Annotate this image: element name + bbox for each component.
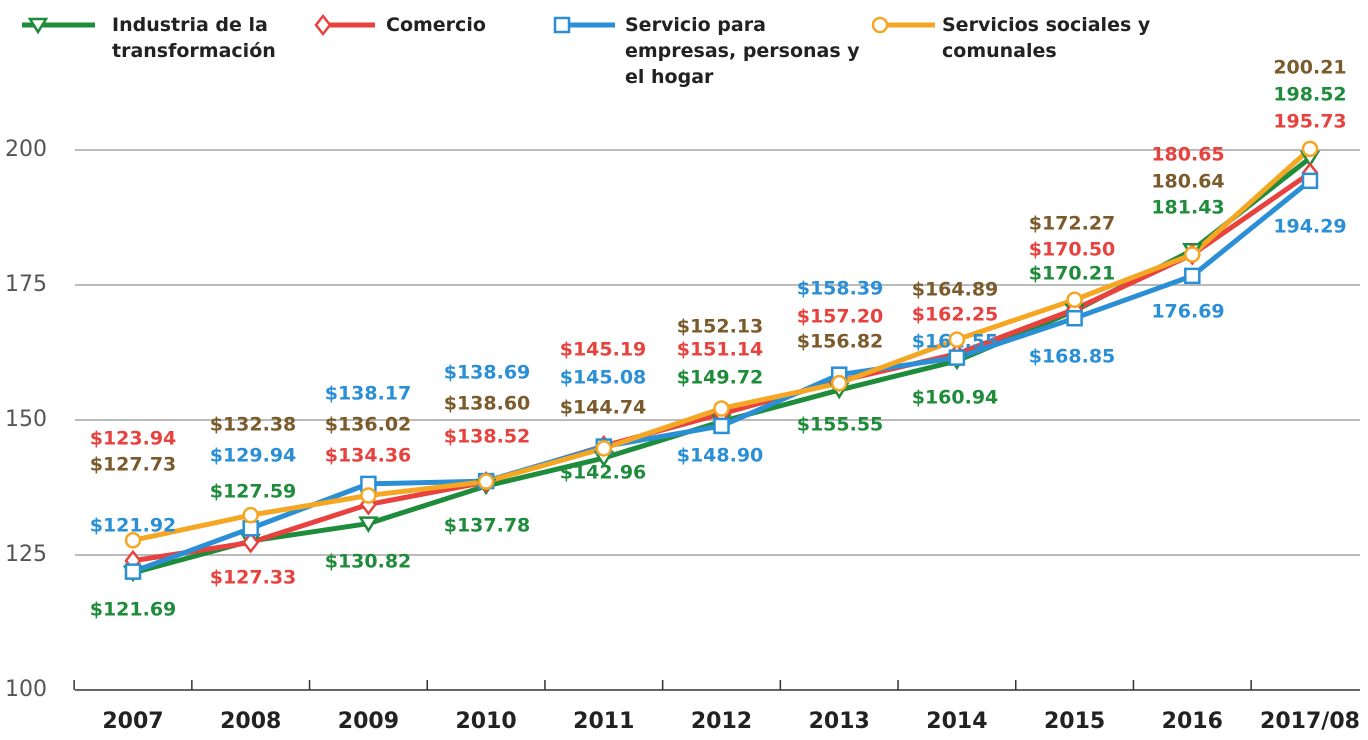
data-point xyxy=(948,349,966,366)
data-label: $158.39 xyxy=(797,278,884,300)
x-tick-label: 2009 xyxy=(338,709,399,734)
data-label: $138.69 xyxy=(444,362,531,384)
data-point xyxy=(713,400,730,417)
data-label: $137.78 xyxy=(444,515,531,537)
data-point xyxy=(1066,309,1083,327)
y-tick-label: 150 xyxy=(5,407,47,432)
data-label: 198.52 xyxy=(1273,84,1346,106)
data-label: 200.21 xyxy=(1273,57,1346,79)
data-point xyxy=(360,487,377,504)
data-point xyxy=(1184,246,1201,263)
data-label: $129.94 xyxy=(210,445,297,467)
data-label: $134.36 xyxy=(325,445,412,467)
data-label: $151.14 xyxy=(677,339,764,361)
x-tick-label: 2015 xyxy=(1044,709,1105,734)
data-point xyxy=(1301,172,1319,190)
data-label: $170.50 xyxy=(1029,239,1116,261)
data-label: $157.20 xyxy=(797,306,884,328)
data-label: $130.82 xyxy=(325,551,412,573)
y-tick-label: 175 xyxy=(5,272,47,297)
data-label: $121.69 xyxy=(90,599,177,621)
data-label: $127.73 xyxy=(90,454,177,476)
data-label: 180.65 xyxy=(1151,144,1224,166)
x-tick-label: 2012 xyxy=(691,709,752,734)
data-point xyxy=(595,440,613,457)
data-label: $148.90 xyxy=(677,445,764,467)
data-label: $123.94 xyxy=(90,428,177,450)
data-label: $138.52 xyxy=(444,426,531,448)
data-point xyxy=(1301,140,1319,158)
data-point xyxy=(948,331,966,348)
data-point xyxy=(713,417,730,435)
y-tick-label: 100 xyxy=(5,677,47,702)
x-tick-label: 2013 xyxy=(809,709,870,734)
data-label: $145.19 xyxy=(560,339,647,361)
series-line xyxy=(132,156,1312,576)
data-label: $138.17 xyxy=(325,383,412,405)
data-label: $132.38 xyxy=(210,414,297,436)
x-tick-label: 2016 xyxy=(1162,709,1223,734)
data-label: $142.96 xyxy=(560,462,647,484)
y-tick-label: 200 xyxy=(5,137,47,162)
data-point xyxy=(242,520,259,537)
data-label: $138.60 xyxy=(444,393,531,415)
data-label: 195.73 xyxy=(1273,111,1346,133)
data-label: $156.82 xyxy=(797,331,884,353)
data-label: 176.69 xyxy=(1151,301,1224,323)
data-label: $145.08 xyxy=(560,367,647,389)
data-label: $168.85 xyxy=(1029,346,1116,368)
data-label: $127.33 xyxy=(210,567,297,589)
data-label: 194.29 xyxy=(1273,216,1346,238)
data-label: $162.25 xyxy=(912,304,999,326)
legend-label: Servicios sociales y comunales xyxy=(942,14,1151,62)
data-point xyxy=(1066,291,1083,308)
legend-marker xyxy=(314,13,332,37)
data-label: $160.94 xyxy=(912,387,999,409)
legend-label: Industria de la transformación xyxy=(112,14,276,62)
data-label: $121.92 xyxy=(90,515,177,537)
legend-marker xyxy=(871,16,889,34)
legend-marker xyxy=(553,16,571,34)
x-tick-label: 2007 xyxy=(102,709,163,734)
data-label: $149.72 xyxy=(677,367,764,389)
y-tick-label: 125 xyxy=(5,542,47,567)
data-point xyxy=(242,531,260,554)
data-label: $144.74 xyxy=(560,397,647,419)
data-label: $164.89 xyxy=(912,279,999,301)
data-label: 181.43 xyxy=(1151,197,1224,219)
data-label: $170.21 xyxy=(1029,263,1116,285)
data-label: $172.27 xyxy=(1029,213,1116,235)
legend-marker xyxy=(27,17,49,35)
legend-label: Comercio xyxy=(386,14,486,36)
data-label: 180.64 xyxy=(1151,171,1224,193)
data-label: $155.55 xyxy=(797,414,884,436)
data-point xyxy=(477,473,495,490)
legend-label: Servicio para empresas, personas y el ho… xyxy=(625,14,860,88)
x-tick-label: 2010 xyxy=(455,709,516,734)
x-tick-label: 2014 xyxy=(926,709,987,734)
x-tick-label: 2017/08 xyxy=(1260,709,1360,734)
data-point xyxy=(1184,267,1201,285)
data-point xyxy=(124,532,142,549)
data-label: $136.02 xyxy=(325,414,412,436)
data-label: $152.13 xyxy=(677,316,764,338)
data-point xyxy=(830,374,848,392)
data-label: $127.59 xyxy=(210,481,297,503)
data-point xyxy=(242,506,259,524)
data-point xyxy=(358,516,379,533)
x-tick-label: 2008 xyxy=(220,709,281,734)
data-point xyxy=(124,563,142,580)
x-tick-label: 2011 xyxy=(573,709,634,734)
